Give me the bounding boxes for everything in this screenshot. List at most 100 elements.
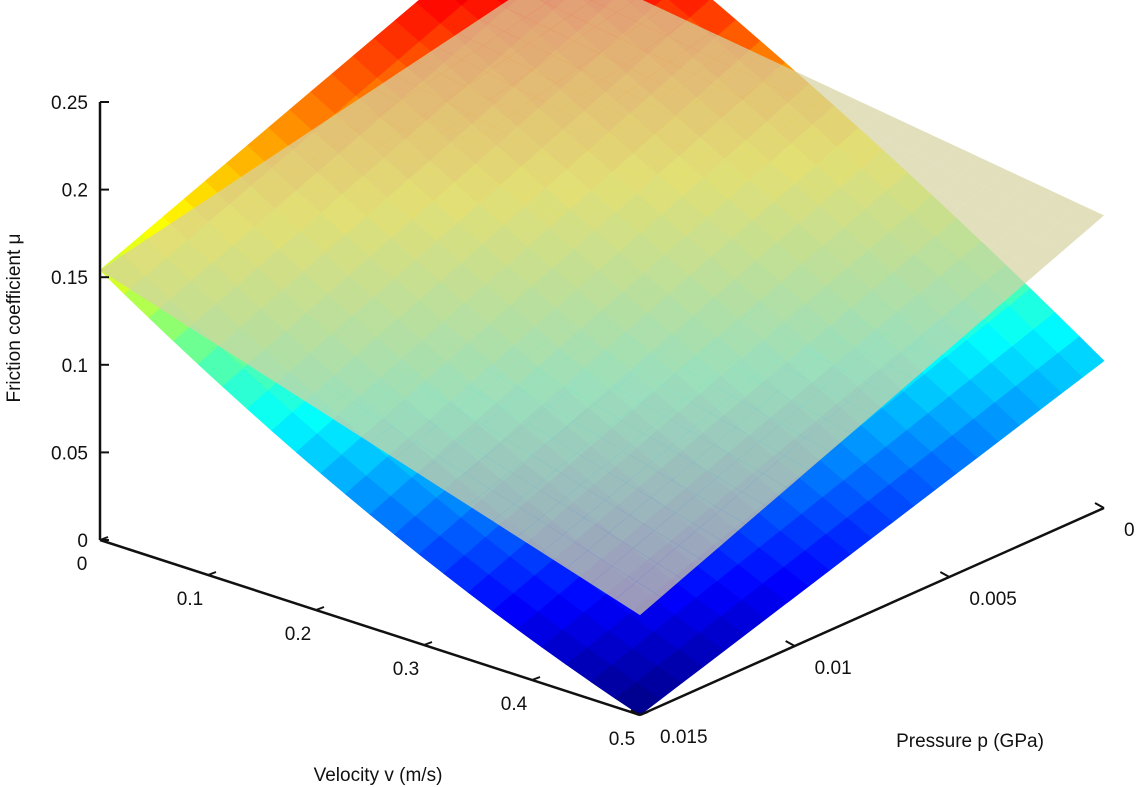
surface-patch <box>668 430 714 463</box>
surface-patch <box>581 80 627 108</box>
surface-patch <box>541 535 588 569</box>
surface-patch <box>637 160 683 189</box>
surface-patch <box>268 334 314 365</box>
surface-patch <box>194 288 241 319</box>
surface-patch <box>840 321 887 353</box>
surface-patch <box>468 99 515 127</box>
surface-patch <box>429 347 476 379</box>
surface-patch <box>540 0 551 4</box>
surface-patch <box>651 276 697 307</box>
surface-patch <box>756 194 803 224</box>
surface-patch <box>900 239 946 270</box>
surfaces-group <box>99 0 1105 716</box>
surface-patch <box>454 362 500 394</box>
surface-patch <box>556 68 603 96</box>
surface-patch <box>766 282 813 314</box>
surface-patch <box>619 401 665 434</box>
surface-patch <box>952 293 999 325</box>
surface-patch <box>539 110 585 138</box>
y-tick-mark <box>630 709 641 716</box>
surface-patch <box>739 54 785 83</box>
surface-patch <box>402 115 448 143</box>
surface-patch <box>542 328 588 359</box>
surface-patch <box>770 121 817 150</box>
surface-patch <box>704 141 750 170</box>
surface-patch <box>609 119 655 148</box>
surface-patch <box>380 318 427 349</box>
surface-patch <box>622 433 669 466</box>
surface-patch <box>970 245 1017 276</box>
surface-patch <box>416 47 462 74</box>
surface-patch <box>696 477 742 510</box>
surface-patch <box>615 370 662 402</box>
surface-patch <box>563 122 610 151</box>
surface-patch <box>686 185 732 215</box>
surface-patch <box>388 185 434 215</box>
surface-patch <box>415 425 462 458</box>
surface-patch <box>960 158 1006 187</box>
surface-patch <box>746 109 792 138</box>
surface-patch <box>296 186 343 216</box>
surface-patch <box>720 491 767 525</box>
surface-patch <box>264 303 311 335</box>
surface-patch <box>760 223 806 253</box>
surface-patch <box>412 199 459 229</box>
surface-patch <box>700 113 747 142</box>
surface-patch <box>633 323 680 354</box>
surface-patch <box>496 139 543 168</box>
surface-patch <box>205 186 252 216</box>
surface-patch <box>780 405 827 438</box>
surface-patch <box>546 0 592 15</box>
surface-patch <box>689 413 736 445</box>
surface-patch <box>514 284 560 315</box>
surface-patch <box>500 167 546 197</box>
surface-patch <box>300 215 346 245</box>
surface-patch <box>693 243 739 274</box>
surface-patch <box>573 404 620 436</box>
surface-patch <box>826 401 872 434</box>
surface-patch <box>623 233 669 264</box>
surface-patch <box>896 209 943 240</box>
surface-patch <box>939 175 985 205</box>
surface-patch <box>612 548 658 582</box>
surface-patch <box>468 285 515 316</box>
surface-patch <box>478 377 525 409</box>
surface-patch <box>373 258 420 289</box>
surface-patch <box>405 142 452 172</box>
surface-patch <box>314 334 360 365</box>
surface-patch <box>707 169 754 199</box>
surface-patch <box>345 215 392 245</box>
y-tick-label: 0.01 <box>815 658 852 679</box>
surface-patch <box>592 0 635 13</box>
surface-patch <box>163 214 209 244</box>
surface-patch <box>819 339 866 371</box>
surface-patch <box>173 302 220 333</box>
z-tick-label: 0 <box>77 531 88 552</box>
surface-patch <box>1033 192 1080 222</box>
surface-patch <box>584 500 630 533</box>
surface-patch <box>503 196 550 226</box>
surface-patch <box>781 206 827 237</box>
surface-patch <box>633 132 680 161</box>
x-tick-mark <box>639 711 649 716</box>
surface-patch <box>493 300 539 331</box>
surface-patch <box>398 87 445 116</box>
surface-patch <box>258 244 304 275</box>
surface-patch <box>587 532 634 566</box>
surface-patch <box>426 317 472 348</box>
surface-patch <box>718 70 764 98</box>
surface-patch <box>928 281 974 312</box>
surface-patch <box>310 116 357 145</box>
surface-patch <box>872 197 918 227</box>
surface-patch <box>570 0 617 27</box>
surface-patch <box>678 527 725 561</box>
surface-patch <box>692 444 739 478</box>
surface-patch <box>331 288 378 319</box>
surface-patch <box>601 450 648 483</box>
surface-patch <box>462 45 508 73</box>
surface-patch <box>384 157 431 186</box>
surface-patch <box>840 128 887 158</box>
surface-patch <box>865 334 911 366</box>
surface-patch <box>847 185 894 215</box>
surface-patch <box>387 379 434 411</box>
